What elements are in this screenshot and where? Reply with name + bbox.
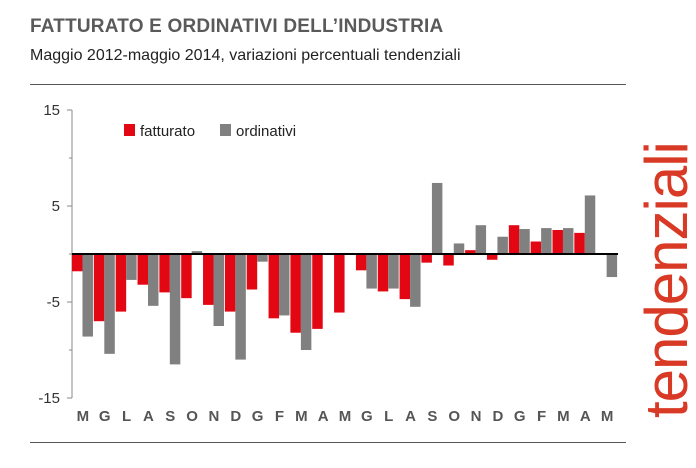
x-tick-label: M: [557, 408, 570, 425]
bar-ordinativi: [453, 243, 465, 254]
bar-fatturato: [355, 254, 367, 271]
bar-fatturato: [159, 254, 170, 293]
bar-fatturato: [224, 254, 236, 312]
bar-ordinativi: [126, 254, 137, 280]
bar-fatturato: [574, 232, 585, 254]
bar-ordinativi: [410, 254, 421, 307]
bar-ordinativi: [82, 254, 93, 337]
bar-ordinativi: [541, 228, 552, 254]
bar-ordinativi: [279, 254, 290, 316]
bar-fatturato: [268, 254, 280, 319]
bar-ordinativi: [235, 254, 246, 360]
bar-ordinativi: [475, 225, 487, 254]
x-tick-label: D: [492, 408, 503, 425]
x-tick-label: G: [361, 408, 373, 425]
bottom-rule: [30, 442, 626, 443]
bar-ordinativi: [257, 254, 268, 262]
bar-ordinativi: [606, 254, 618, 278]
x-tick-label: L: [122, 408, 131, 425]
bar-fatturato: [290, 254, 301, 333]
bar-fatturato: [530, 241, 542, 254]
side-label: tendenziali: [633, 142, 696, 418]
bar-ordinativi: [584, 195, 596, 254]
bar-fatturato: [312, 254, 323, 329]
x-tick-label: M: [295, 408, 308, 425]
bar-ordinativi: [519, 229, 530, 254]
x-tick-label: A: [318, 408, 329, 425]
x-tick-label: S: [165, 408, 175, 425]
x-tick-label: D: [230, 408, 241, 425]
x-tick-label: G: [514, 408, 526, 425]
bar-ordinativi: [431, 182, 443, 254]
x-tick-label: M: [601, 408, 614, 425]
bar-fatturato: [181, 254, 192, 299]
bar-ordinativi: [191, 251, 203, 254]
legend-label-fatturato: fatturato: [140, 123, 195, 140]
legend-swatch-fatturato: [124, 124, 135, 136]
bar-ordinativi: [104, 254, 115, 354]
bar-fatturato: [508, 225, 520, 254]
bar-fatturato: [552, 230, 563, 254]
bar-fatturato: [421, 254, 432, 263]
bar-fatturato: [203, 254, 214, 305]
bar-fatturato: [246, 254, 258, 290]
bar-fatturato: [115, 254, 127, 312]
y-tick-label: 5: [52, 198, 60, 215]
bar-ordinativi: [213, 254, 224, 326]
x-tick-label: N: [471, 408, 482, 425]
x-tick-label: O: [186, 408, 198, 425]
x-tick-label: F: [537, 408, 546, 425]
chart-title: FATTURATO E ORDINATIVI DELL’INDUSTRIA: [30, 16, 444, 37]
x-tick-label: N: [209, 408, 220, 425]
bar-fatturato: [137, 254, 148, 285]
bar-fatturato: [399, 254, 411, 300]
legend-label-ordinativi: ordinativi: [236, 123, 296, 140]
x-tick-label: G: [99, 408, 111, 425]
legend-swatch-ordinativi: [220, 124, 231, 136]
x-tick-label: F: [275, 408, 284, 425]
bar-ordinativi: [388, 254, 399, 289]
bar-fatturato: [465, 250, 476, 254]
bar-fatturato: [93, 254, 105, 322]
x-tick-label: G: [252, 408, 264, 425]
top-rule: [30, 84, 626, 85]
x-tick-label: A: [143, 408, 154, 425]
bar-fatturato: [72, 254, 83, 272]
y-tick-label: -5: [47, 294, 60, 311]
bar-fatturato: [443, 254, 454, 266]
bar-ordinativi: [497, 236, 508, 254]
x-tick-label: A: [405, 408, 416, 425]
chart-subtitle: Maggio 2012-maggio 2014, variazioni perc…: [30, 47, 461, 64]
x-tick-label: M: [339, 408, 352, 425]
x-tick-label: M: [77, 408, 90, 425]
bar-fatturato: [334, 254, 345, 313]
bar-ordinativi: [562, 228, 574, 254]
bar-fatturato: [486, 254, 498, 260]
y-tick-label: -15: [38, 390, 60, 407]
bar-fatturato: [377, 254, 389, 292]
y-tick-label: 15: [43, 102, 60, 119]
bar-ordinativi: [366, 254, 377, 289]
bar-ordinativi: [300, 254, 312, 350]
bar-ordinativi: [148, 254, 159, 306]
x-tick-label: A: [580, 408, 591, 425]
x-tick-label: L: [384, 408, 393, 425]
bar-ordinativi: [169, 254, 181, 365]
x-tick-label: O: [448, 408, 460, 425]
x-tick-label: S: [427, 408, 437, 425]
